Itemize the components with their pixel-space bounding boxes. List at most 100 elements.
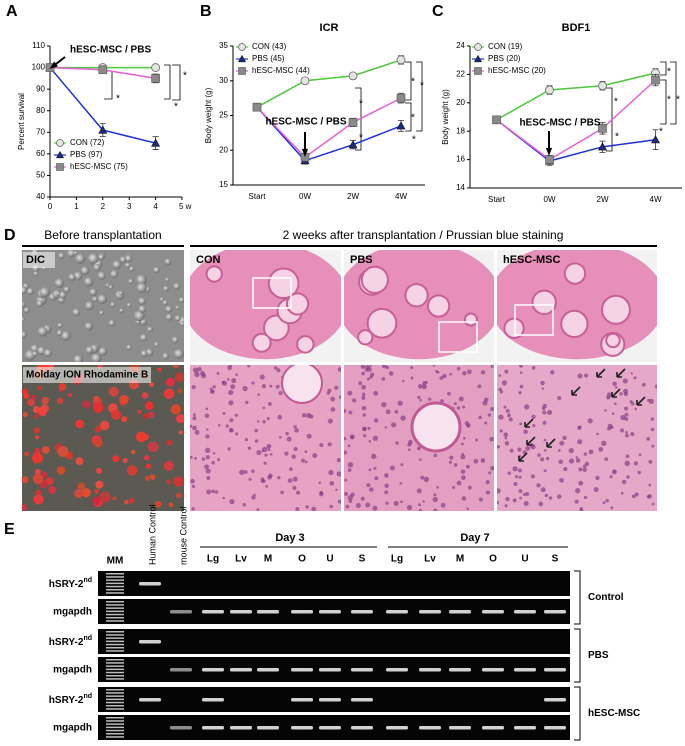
ladder-band — [106, 668, 124, 671]
nucleus — [293, 425, 297, 429]
annotation-arrowhead — [49, 61, 58, 69]
nucleus — [214, 490, 219, 494]
nucleus — [211, 489, 215, 494]
nucleus — [623, 388, 629, 394]
band — [170, 726, 192, 730]
significance-star: * — [411, 77, 415, 88]
nucleus — [267, 448, 271, 452]
cell — [23, 307, 30, 314]
nucleus — [563, 467, 568, 472]
nucleus — [292, 476, 298, 482]
image-content — [190, 250, 341, 360]
cell — [164, 258, 172, 266]
nucleus — [614, 386, 618, 389]
series-line — [496, 79, 657, 161]
band — [449, 726, 471, 730]
series-line — [496, 72, 656, 121]
cell — [22, 300, 26, 309]
nucleus — [370, 372, 375, 377]
cell — [149, 382, 155, 388]
x-tick-label: 1 — [74, 202, 79, 211]
nucleus — [190, 455, 193, 459]
nucleus — [381, 365, 387, 369]
nucleus — [205, 468, 211, 474]
tissue-label: U — [521, 554, 528, 565]
ladder-band — [106, 643, 124, 646]
gel — [98, 629, 570, 654]
nucleus — [488, 471, 492, 475]
nucleus — [273, 366, 278, 370]
cell — [162, 299, 169, 306]
cell — [126, 465, 138, 476]
nucleus — [624, 412, 629, 417]
nucleus — [489, 436, 494, 442]
x-tick-label: 4W — [650, 195, 662, 204]
band — [419, 610, 441, 614]
nucleus — [598, 446, 604, 452]
nucleus — [369, 365, 373, 367]
band — [482, 726, 504, 730]
cell — [63, 286, 70, 293]
y-tick-label: 80 — [36, 106, 45, 115]
significance-star: * — [667, 95, 671, 106]
x-tick-label: Start — [488, 195, 506, 204]
nucleus — [557, 449, 561, 452]
nucleus — [625, 454, 630, 459]
legend-marker — [56, 163, 64, 171]
nucleus — [244, 438, 249, 442]
nucleus — [368, 468, 372, 472]
annotation-arrowhead — [301, 148, 309, 157]
nucleus — [482, 400, 488, 406]
cell — [99, 491, 111, 503]
nucleus — [575, 488, 581, 494]
cell — [112, 496, 117, 501]
nucleus — [519, 371, 523, 375]
nucleus — [464, 421, 469, 426]
ladder-band — [106, 620, 124, 622]
cell — [166, 439, 173, 446]
band — [544, 698, 566, 702]
header: Before transplantation — [44, 228, 161, 242]
cell — [54, 278, 65, 288]
legend-label: CON (43) — [252, 42, 287, 51]
nucleus — [612, 381, 617, 387]
cell — [37, 385, 42, 391]
nucleus — [498, 374, 502, 377]
nucleus — [418, 458, 422, 462]
nucleus — [193, 367, 199, 373]
nucleus — [518, 489, 523, 494]
nucleus — [624, 460, 630, 467]
micrograph — [497, 365, 657, 511]
cell — [22, 286, 28, 295]
row-label: hSRY-2nd — [49, 635, 92, 648]
follicle — [426, 294, 451, 318]
nucleus — [361, 371, 366, 376]
nucleus — [606, 392, 612, 398]
ladder-band — [106, 726, 124, 729]
nucleus — [306, 433, 312, 439]
band — [230, 726, 252, 730]
band — [449, 668, 471, 672]
row-label-text: hSRY-2 — [49, 579, 84, 590]
nucleus — [575, 458, 581, 463]
image-content — [344, 250, 494, 360]
ladder-band — [106, 573, 124, 575]
cell — [179, 321, 184, 327]
nucleus — [365, 365, 371, 370]
cell — [131, 449, 136, 455]
cell — [43, 348, 52, 358]
cell — [56, 329, 63, 336]
nucleus — [422, 500, 425, 503]
nucleus — [523, 500, 529, 507]
nucleus — [294, 428, 299, 433]
nucleus — [385, 409, 391, 415]
tissue-label: M — [456, 554, 464, 565]
significance-star: * — [411, 113, 415, 124]
cell — [33, 271, 39, 277]
cell — [22, 412, 28, 418]
nucleus — [593, 487, 599, 493]
group-label: PBS — [588, 650, 609, 661]
row-label: hSRY-2nd — [49, 577, 92, 590]
row-label-text: hSRY-2 — [49, 695, 84, 706]
nucleus — [531, 365, 536, 370]
